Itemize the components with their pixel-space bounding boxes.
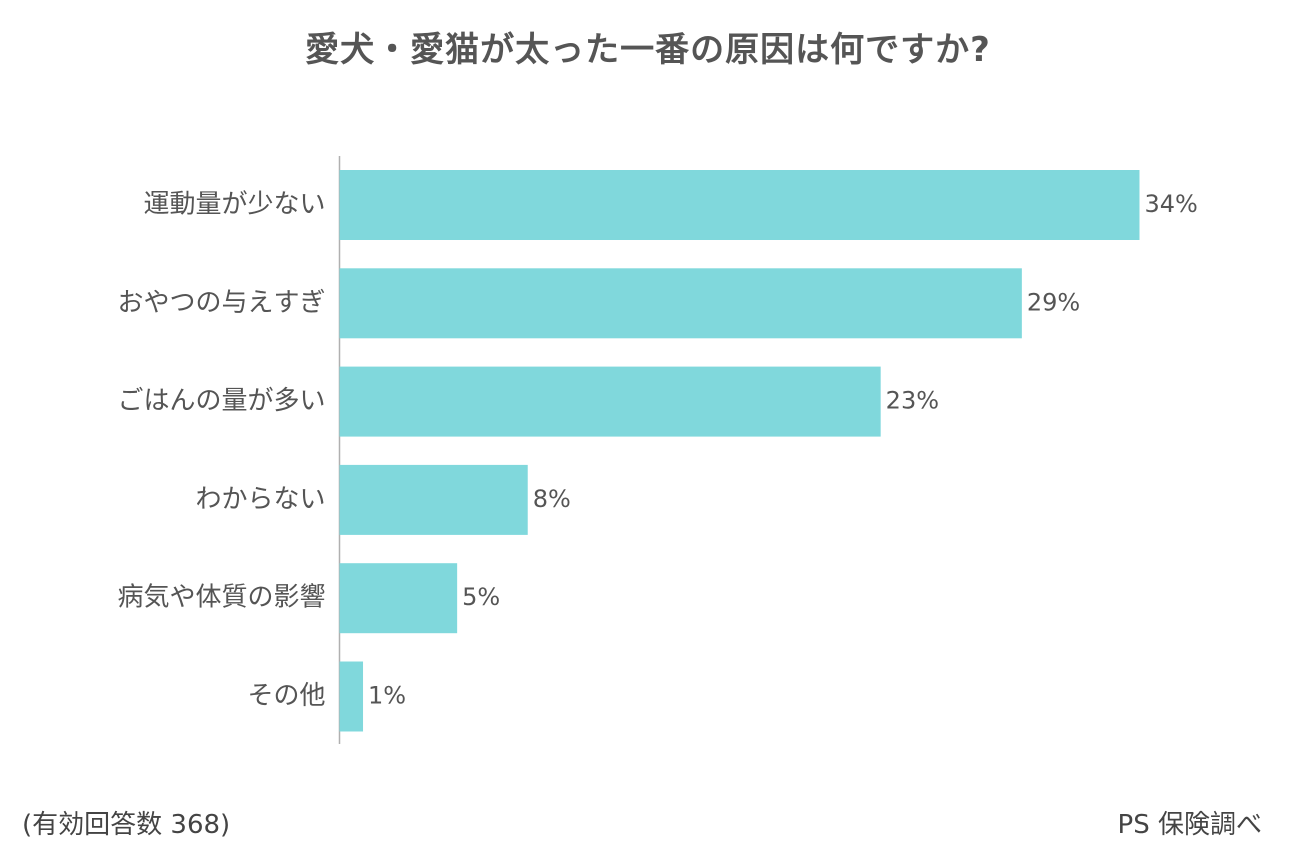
bar-4 — [339, 464, 528, 535]
chart-title: 愛犬・愛猫が太った一番の原因は何ですか? — [305, 30, 991, 70]
value-label-6: 1% — [368, 682, 406, 710]
category-label-5: 病気や体質の影響 — [117, 583, 325, 613]
value-label-4: 8% — [533, 485, 571, 513]
bar-3 — [339, 366, 881, 437]
value-label-3: 23% — [886, 387, 939, 415]
category-label-1: 運動量が少ない — [143, 190, 325, 220]
category-label-3: ごはんの量が多い — [117, 386, 325, 416]
bar-1 — [339, 170, 1140, 240]
bar-2 — [339, 268, 1022, 339]
value-label-2: 29% — [1027, 288, 1080, 316]
value-label-1: 34% — [1145, 190, 1198, 218]
category-label-4: わからない — [195, 484, 325, 514]
bars-group: 運動量が少ない 34% おやつの与えすぎ 29% ごはんの量が多い 23% わからない 8% 病… — [117, 170, 1198, 732]
source-note: PS 保険調べ — [1117, 810, 1262, 840]
value-label-5: 5% — [462, 583, 500, 611]
respondent-count-note: (有効回答数 368) — [22, 810, 231, 840]
bar-6 — [339, 661, 364, 732]
category-label-2: おやつの与えすぎ — [117, 288, 325, 318]
bar-5 — [339, 563, 458, 634]
category-label-6: その他 — [247, 681, 325, 711]
